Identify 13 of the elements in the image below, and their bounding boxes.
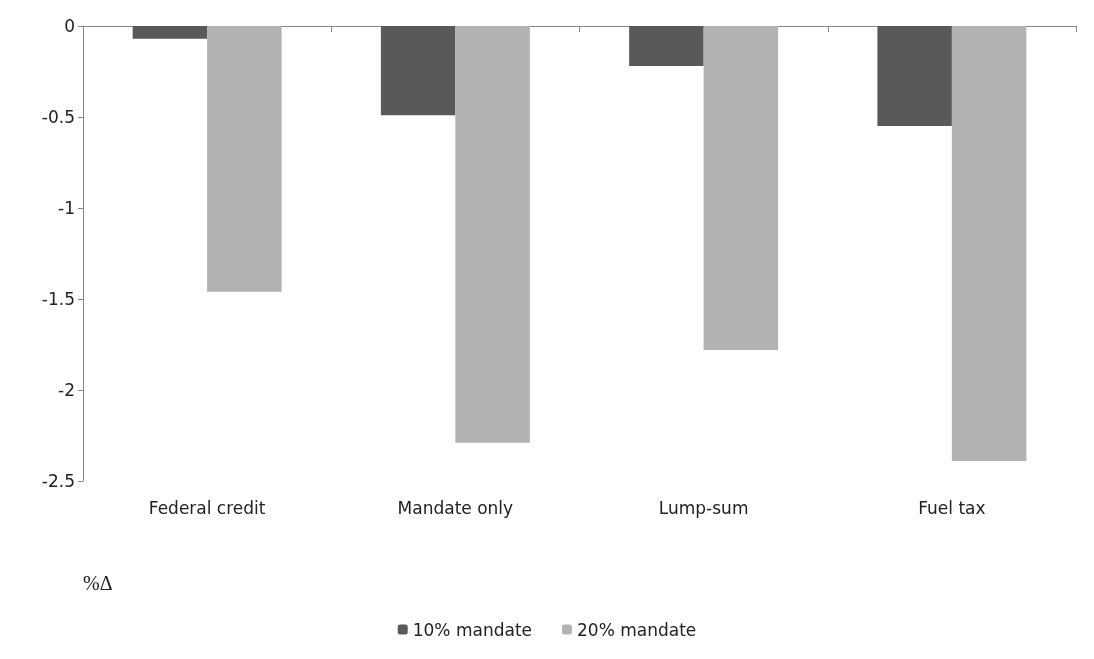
y-tick-label: -1.5 [41, 289, 75, 309]
y-tick-label: -1 [58, 198, 75, 218]
y-tick-label: -2.5 [41, 471, 75, 491]
x-tick-label: Mandate only [397, 497, 514, 518]
x-tick-label: Fuel tax [918, 497, 986, 518]
y-tick-label: -2 [58, 380, 75, 400]
x-tick-label: Lump-sum [658, 497, 749, 518]
text: %Δ [83, 572, 113, 594]
legend-label: 10% mandate [412, 619, 533, 640]
y-tick-label: -0.5 [41, 107, 75, 127]
x-tick-label: Federal credit [148, 497, 266, 518]
y-tick-label: 0 [64, 16, 75, 36]
legend-label: 20% mandate [577, 619, 697, 640]
